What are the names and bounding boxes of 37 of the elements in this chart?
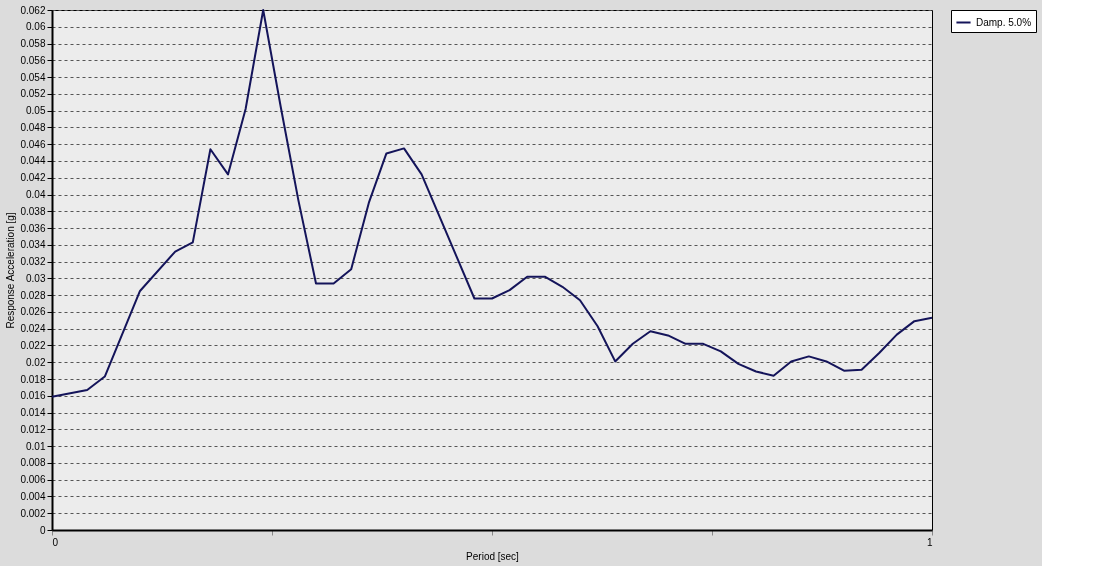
x-axis-title: Period [sec] bbox=[466, 550, 520, 562]
y-tick-label: 0.052 bbox=[20, 88, 46, 100]
x-tick-label: 1 bbox=[926, 536, 933, 548]
y-tick-label: 0.048 bbox=[20, 121, 46, 133]
y-tick-label: 0.05 bbox=[26, 105, 46, 117]
y-tick-label: 0.04 bbox=[26, 189, 46, 201]
y-tick-label: 0.018 bbox=[20, 373, 46, 385]
y-tick-label: 0 bbox=[39, 524, 46, 536]
y-tick-label: 0.054 bbox=[20, 71, 46, 83]
y-tick-label: 0.026 bbox=[20, 306, 46, 318]
y-tick-label: 0.06 bbox=[26, 21, 46, 33]
y-tick-label: 0.042 bbox=[20, 172, 46, 184]
y-tick-label: 0.038 bbox=[20, 205, 46, 217]
y-tick-label: 0.008 bbox=[20, 457, 46, 469]
y-tick-label: 0.062 bbox=[20, 4, 46, 16]
y-tick-label: 0.046 bbox=[20, 138, 46, 150]
y-tick-label: 0.006 bbox=[20, 474, 46, 486]
y-tick-label: 0.02 bbox=[26, 356, 46, 368]
y-tick-label: 0.012 bbox=[20, 423, 46, 435]
y-tick-label: 0.028 bbox=[20, 289, 46, 301]
y-tick-label: 0.014 bbox=[20, 407, 46, 419]
y-tick-label: 0.022 bbox=[20, 339, 46, 351]
y-tick-label: 0.016 bbox=[20, 390, 46, 402]
y-tick-label: 0.03 bbox=[26, 272, 46, 284]
legend-label: Damp. 5.0% bbox=[976, 16, 1032, 28]
y-tick-label: 0.058 bbox=[20, 38, 46, 50]
y-tick-label: 0.044 bbox=[20, 155, 46, 167]
y-tick-label: 0.01 bbox=[26, 440, 46, 452]
y-axis-title: Response Acceleration [g] bbox=[5, 212, 17, 329]
y-tick-label: 0.024 bbox=[20, 323, 46, 335]
y-tick-label: 0.056 bbox=[20, 54, 46, 66]
y-tick-label: 0.034 bbox=[20, 239, 46, 251]
line-series bbox=[51, 9, 933, 398]
y-tick-label: 0.036 bbox=[20, 222, 46, 234]
y-tick-label: 0.002 bbox=[20, 507, 46, 519]
y-tick-label: 0.032 bbox=[20, 256, 46, 268]
y-tick-label: 0.004 bbox=[20, 490, 46, 502]
